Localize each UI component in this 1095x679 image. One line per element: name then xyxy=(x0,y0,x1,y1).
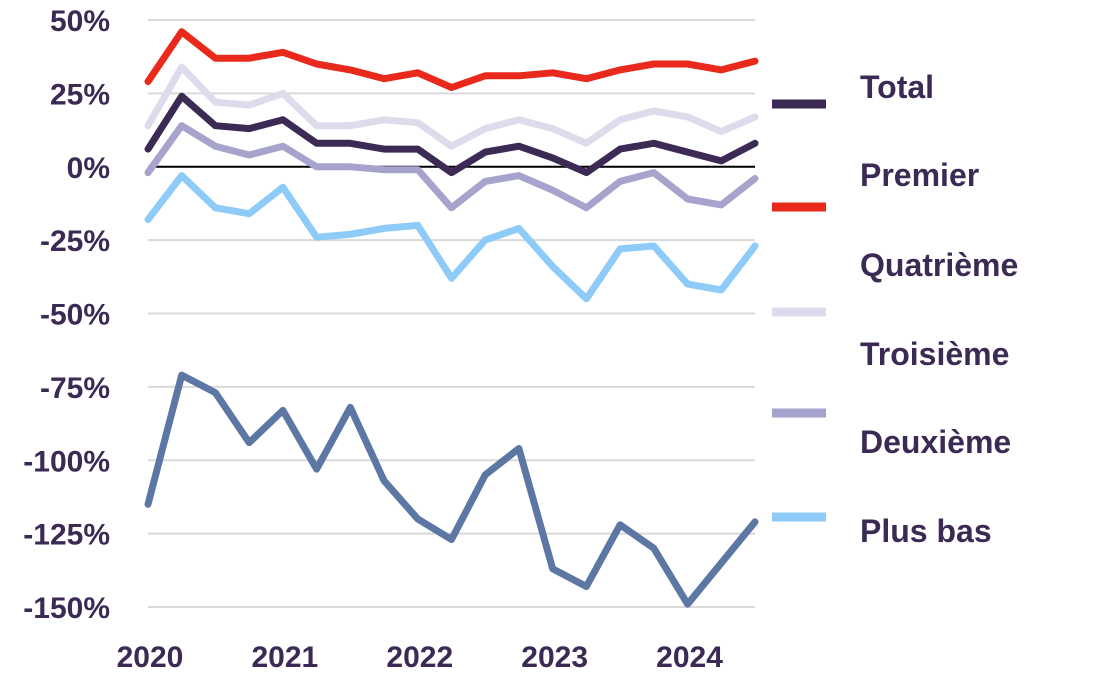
y-tick-label: -150% xyxy=(23,592,110,625)
x-axis: 2020 2021 2022 2023 2024 xyxy=(117,641,724,674)
y-tick-label: 50% xyxy=(50,5,110,38)
legend: Total Premier Quatrième Troisième Deuxième Pl… xyxy=(772,69,1018,549)
gridlines xyxy=(148,19,755,608)
y-tick-label: 0% xyxy=(67,152,110,185)
series-lines xyxy=(144,28,759,608)
series-line-deuxi-me xyxy=(144,122,759,212)
x-tick-label: 2022 xyxy=(386,641,453,674)
series-line-premier xyxy=(144,28,759,91)
series-line-plus-bas xyxy=(144,172,759,303)
y-tick-label: -25% xyxy=(40,225,110,258)
y-tick-label: -50% xyxy=(40,299,110,332)
y-tick-label: 25% xyxy=(50,78,110,111)
y-axis: 50% 25% 0% -25% -50% -75% -100% -125% -150% xyxy=(23,5,110,625)
legend-label: Total xyxy=(860,69,934,105)
series-line-total xyxy=(144,92,759,177)
legend-label: Deuxième xyxy=(860,424,1011,460)
legend-label: Troisième xyxy=(860,336,1009,372)
legend-label: Plus bas xyxy=(860,513,992,549)
y-tick-label: -125% xyxy=(23,519,110,552)
legend-label: Quatrième xyxy=(860,247,1018,283)
x-tick-label: 2021 xyxy=(252,641,319,674)
y-tick-label: -75% xyxy=(40,372,110,405)
series-line-troisi-me xyxy=(144,371,759,608)
x-tick-label: 2023 xyxy=(521,641,588,674)
legend-label: Premier xyxy=(860,157,979,193)
series-line-quatri-me xyxy=(144,63,759,150)
x-tick-label: 2020 xyxy=(117,641,184,674)
x-tick-label: 2024 xyxy=(656,641,723,674)
y-tick-label: -100% xyxy=(23,445,110,478)
